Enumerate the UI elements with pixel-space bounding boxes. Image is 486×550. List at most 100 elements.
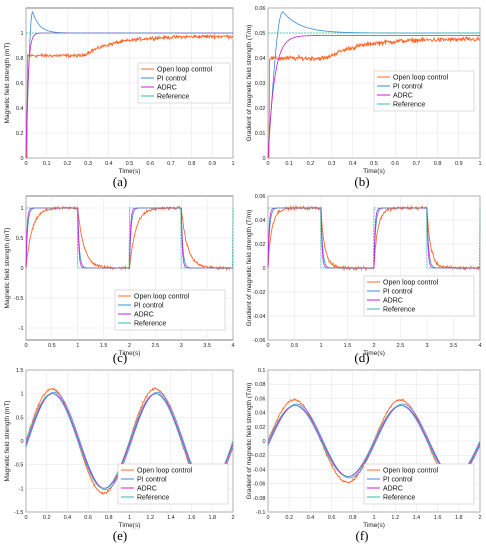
legend-entry: Open loop control	[137, 467, 193, 474]
y-tick-label: 0.04	[255, 411, 266, 417]
chart-a: 0 0.1 0.2 0.3 0.4 0.5 0.6 0.7 0.8 0.9 1 0 0.2 0.4 0.6 0…	[4, 7, 235, 175]
chart-d: 0 0.5 1 1.5 2 2.5 3 3.5 4 -0.06 -0.04 -0.02 0 0.02 0.0…	[246, 194, 482, 357]
x-tick-label: 2	[231, 515, 234, 521]
y-tick-label: 0.5	[16, 415, 24, 421]
y-tick-label: 0.06	[255, 6, 266, 12]
legend-entry: Reference	[137, 494, 169, 501]
legend-entry: Reference	[157, 93, 189, 100]
y-tick-label: -0.06	[253, 338, 266, 344]
x-tick-label: 0.8	[434, 161, 442, 167]
x-tick-label: 0.5	[126, 161, 134, 167]
legend: Open loop control PI control ADRC Reference	[363, 275, 475, 317]
x-tick-label: 0.2	[285, 515, 293, 521]
x-tick-label: 0.9	[208, 161, 216, 167]
x-tick-label: 2.5	[397, 343, 405, 349]
legend: Open loop control PI control ADRC Reference	[117, 463, 229, 505]
y-tick-label: -1.5	[14, 510, 23, 516]
x-tick-label: 3.5	[450, 343, 458, 349]
y-tick-label: -0.5	[14, 463, 23, 469]
x-tick-label: 4	[478, 343, 481, 349]
panel-label-a: (a)	[113, 174, 127, 189]
legend-entry: ADRC	[383, 485, 403, 492]
x-tick-label: 2.5	[152, 343, 160, 349]
y-tick-label: -0.04	[253, 314, 266, 320]
x-tick-label: 0.5	[291, 343, 299, 349]
legend-entry: ADRC	[137, 485, 157, 492]
x-tick-label: 1.8	[208, 515, 216, 521]
x-tick-label: 1.5	[100, 343, 108, 349]
series-line-open-loop-control	[267, 35, 481, 159]
legend-entry: ADRC	[393, 92, 413, 99]
x-tick-label: 0.1	[285, 161, 293, 167]
y-tick-label: 0.4	[16, 106, 24, 112]
legend-entry: Open loop control	[134, 293, 190, 300]
x-tick-label: 3.5	[203, 343, 211, 349]
y-tick-label: 0	[262, 266, 265, 272]
x-tick-label: 0.4	[307, 515, 315, 521]
x-tick-label: 0	[24, 161, 27, 167]
legend-entry: ADRC	[383, 297, 403, 304]
legend-box	[117, 463, 229, 505]
legend-entry: Reference	[393, 101, 425, 108]
x-tick-label: 1	[319, 343, 322, 349]
legend-entry: PI control	[383, 476, 413, 483]
x-tick-label: 1	[76, 343, 79, 349]
panel-label-e: (e)	[113, 528, 127, 543]
y-tick-label: 1	[20, 31, 23, 37]
legend: Open loop control PI control ADRC Reference	[363, 463, 475, 505]
y-tick-label: 0	[20, 266, 23, 272]
panel-label-d: (d)	[354, 350, 369, 365]
chart-f: 0 0.2 0.4 0.6 0.8 1 1.2 1.4 1.6 1.8 2 -0.1 -0.08 -0.0…	[246, 368, 482, 529]
x-tick-label: 0	[24, 343, 27, 349]
y-tick-label: -0.04	[253, 467, 266, 473]
y-tick-label: -0.5	[14, 296, 23, 302]
x-axis-label: Time(s)	[119, 350, 141, 357]
x-tick-label: 4	[231, 343, 234, 349]
y-axis-label: Gradient of magnetic field strength (T/m…	[246, 210, 253, 327]
x-tick-label: 0.9	[455, 161, 463, 167]
y-tick-label: 0.04	[255, 56, 266, 62]
y-tick-label: -1	[19, 486, 24, 492]
y-tick-label: 1.5	[16, 368, 24, 374]
series-line-reference	[268, 207, 481, 269]
x-tick-label: 0.7	[413, 161, 421, 167]
x-tick-label: 0.8	[349, 515, 357, 521]
panel-label-b: (b)	[354, 174, 369, 189]
y-tick-label: 1	[20, 206, 23, 212]
y-tick-label: 0.1	[258, 368, 266, 374]
x-tick-label: 2	[128, 343, 131, 349]
legend-entry: Open loop control	[383, 467, 439, 474]
y-tick-label: 0.06	[255, 194, 266, 200]
legend-entry: Open loop control	[383, 279, 439, 286]
series-line-reference	[26, 207, 234, 269]
y-axis-label: Gradient of magnetic field strength (T/m…	[246, 383, 253, 500]
y-tick-label: 0.03	[255, 81, 266, 87]
x-tick-label: 0.8	[188, 161, 196, 167]
y-tick-label: 1	[20, 392, 23, 398]
y-tick-label: 0.04	[255, 218, 266, 224]
x-tick-label: 0.6	[84, 515, 92, 521]
legend: Open loop control PI control ADRC Reference	[114, 289, 226, 331]
x-tick-label: 2	[372, 343, 375, 349]
x-tick-label: 0	[266, 343, 269, 349]
x-tick-label: 0.3	[84, 161, 92, 167]
y-tick-label: -0.06	[253, 482, 266, 488]
y-tick-label: -0.1	[256, 510, 265, 516]
x-tick-label: 0.3	[328, 161, 336, 167]
x-tick-label: 1.4	[413, 515, 421, 521]
y-tick-label: -1	[19, 326, 24, 332]
x-tick-label: 0.4	[105, 161, 113, 167]
x-tick-label: 3	[180, 343, 183, 349]
x-tick-label: 1.4	[167, 515, 175, 521]
y-tick-label: 0.02	[255, 242, 266, 248]
legend-entry: Reference	[383, 306, 415, 313]
x-tick-label: 0.5	[48, 343, 56, 349]
x-tick-label: 1	[231, 161, 234, 167]
y-tick-label: -0.02	[253, 290, 266, 296]
series-line-open-loop-control	[25, 33, 234, 158]
legend-entry: Reference	[134, 320, 166, 327]
x-tick-label: 0.2	[64, 161, 72, 167]
legend-box	[363, 275, 475, 317]
x-tick-label: 0.6	[391, 161, 399, 167]
y-tick-label: -0.02	[253, 453, 266, 459]
